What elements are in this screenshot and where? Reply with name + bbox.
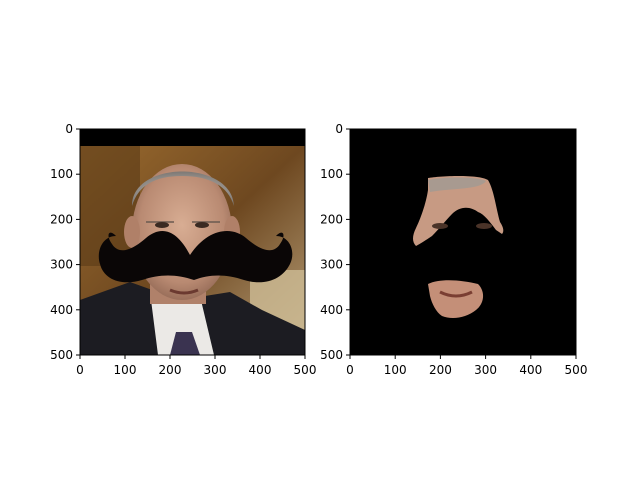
x-tick-label: 300 <box>204 363 227 377</box>
y-tick-label: 200 <box>50 212 73 226</box>
image-1-portrait <box>80 129 305 355</box>
y-tick-label: 300 <box>50 258 73 272</box>
x-tick-label: 200 <box>159 363 182 377</box>
x-tick-label: 200 <box>429 363 452 377</box>
x-tick-label: 400 <box>519 363 542 377</box>
x-tick-label: 500 <box>565 363 588 377</box>
x-tick-label: 100 <box>114 363 137 377</box>
y-tick-label: 400 <box>50 303 73 317</box>
axes-2-frame <box>349 128 577 356</box>
x-tick-label: 400 <box>249 363 272 377</box>
x-tick-label: 0 <box>346 363 354 377</box>
x-tick-label: 0 <box>76 363 84 377</box>
y-tick-label: 0 <box>335 122 343 136</box>
x-tick-label: 500 <box>294 363 317 377</box>
mustache-overlay <box>98 230 293 283</box>
y-tick-label: 100 <box>50 167 73 181</box>
y-tick-label: 0 <box>65 122 73 136</box>
x-tick-label: 100 <box>384 363 407 377</box>
y-tick-label: 100 <box>320 167 343 181</box>
y-tick-label: 500 <box>50 348 73 362</box>
y-tick-label: 200 <box>320 212 343 226</box>
y-tick-label: 400 <box>320 303 343 317</box>
image-2-segmentation <box>350 129 576 355</box>
axes-1-frame <box>79 128 306 356</box>
y-tick-label: 500 <box>320 348 343 362</box>
x-tick-label: 300 <box>474 363 497 377</box>
y-tick-label: 300 <box>320 258 343 272</box>
lower-face-region <box>428 280 484 318</box>
